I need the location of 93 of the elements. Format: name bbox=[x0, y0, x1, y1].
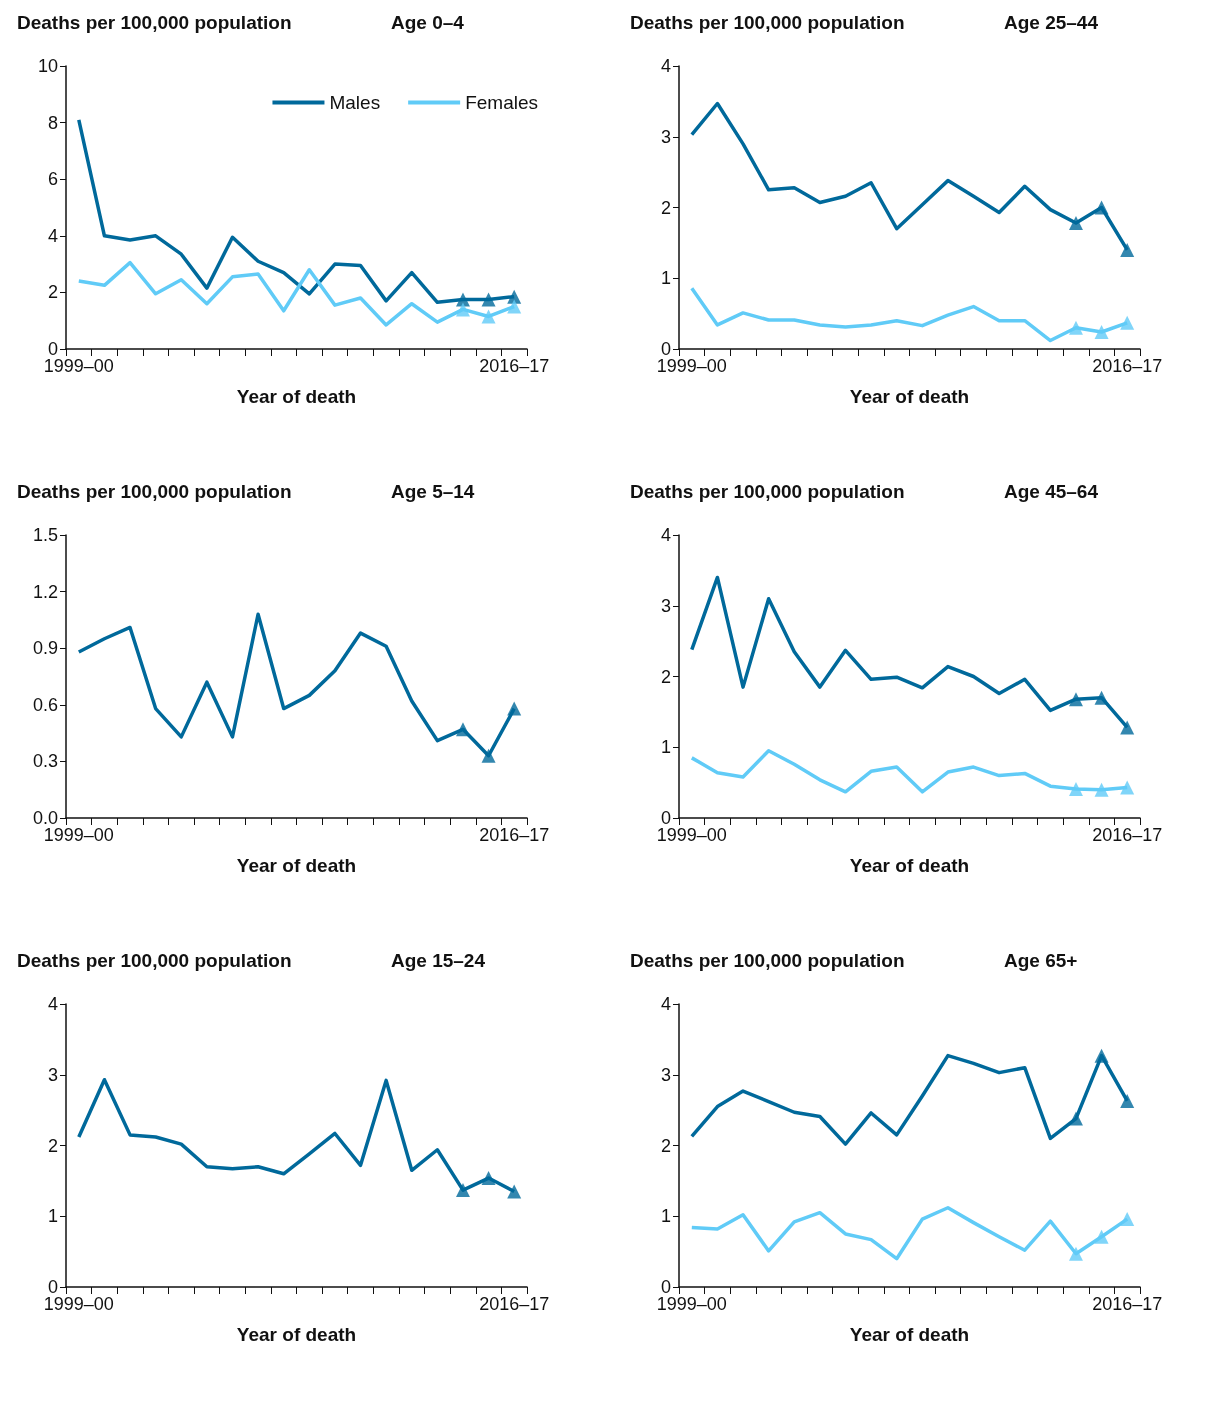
point bbox=[1120, 720, 1135, 735]
y-tick-label: 3 bbox=[47, 1064, 58, 1085]
x-tick-label: 2016–17 bbox=[479, 825, 550, 845]
x-axis-title: Year of death bbox=[236, 386, 357, 407]
y-tick-label: 0 bbox=[47, 339, 58, 359]
y-tick-label: 1.2 bbox=[32, 581, 58, 602]
x-tick-label: 2016–17 bbox=[479, 1294, 550, 1314]
chart-title: Age 65+ bbox=[1004, 950, 1078, 971]
y-tick-label: 4 bbox=[660, 994, 671, 1014]
x-tick-label: 1999–00 bbox=[43, 1294, 114, 1314]
y-tick-label: 0 bbox=[660, 1277, 671, 1297]
point bbox=[1120, 1093, 1135, 1108]
y-tick-label: 0.0 bbox=[32, 808, 58, 828]
point bbox=[1094, 325, 1109, 340]
x-axis-title: Year of death bbox=[849, 855, 970, 876]
x-axis-title: Year of death bbox=[849, 1324, 970, 1345]
y-tick-label: 0.6 bbox=[32, 694, 58, 715]
y-tick-label: 2 bbox=[660, 197, 671, 218]
x-axis-title: Year of death bbox=[849, 386, 970, 407]
y-axis-title: Deaths per 100,000 population bbox=[17, 12, 292, 33]
point bbox=[1094, 200, 1109, 215]
point bbox=[1120, 315, 1135, 330]
x-tick-label: 2016–17 bbox=[479, 356, 550, 376]
point bbox=[481, 748, 496, 763]
y-axis-title: Deaths per 100,000 population bbox=[17, 481, 292, 502]
x-axis-title: Year of death bbox=[236, 1324, 357, 1345]
y-axis-title: Deaths per 100,000 population bbox=[17, 950, 292, 971]
point bbox=[1068, 216, 1083, 231]
point bbox=[481, 292, 496, 307]
y-tick-label: 4 bbox=[660, 56, 671, 76]
x-tick-label: 1999–00 bbox=[656, 825, 727, 845]
point bbox=[1068, 781, 1083, 796]
point bbox=[1094, 782, 1109, 797]
x-axis-title: Year of death bbox=[236, 855, 357, 876]
x-tick-label: 1999–00 bbox=[656, 1294, 727, 1314]
y-tick-label: 2 bbox=[660, 1135, 671, 1156]
point bbox=[1120, 780, 1135, 795]
chart-title: Age 45–64 bbox=[1004, 481, 1099, 502]
point bbox=[507, 299, 522, 314]
y-tick-label: 3 bbox=[660, 126, 671, 147]
y-tick-label: 4 bbox=[47, 225, 58, 246]
point bbox=[1068, 692, 1083, 707]
legend-label: Females bbox=[465, 92, 538, 113]
x-tick-label: 1999–00 bbox=[43, 356, 114, 376]
point bbox=[481, 1171, 496, 1186]
y-tick-label: 2 bbox=[660, 666, 671, 687]
point bbox=[455, 1183, 470, 1198]
point bbox=[1068, 1246, 1083, 1261]
x-tick-label: 2016–17 bbox=[1092, 356, 1163, 376]
y-tick-label: 4 bbox=[47, 994, 58, 1014]
point bbox=[1094, 1048, 1109, 1063]
y-tick-label: 3 bbox=[660, 1064, 671, 1085]
point bbox=[1068, 320, 1083, 335]
point bbox=[455, 722, 470, 737]
chart-title: Age 5–14 bbox=[391, 481, 475, 502]
y-tick-label: 2 bbox=[47, 282, 58, 303]
point bbox=[1120, 242, 1135, 257]
point bbox=[507, 1184, 522, 1199]
y-tick-label: 8 bbox=[47, 112, 58, 133]
chart-title: Age 0–4 bbox=[391, 12, 465, 33]
point bbox=[481, 309, 496, 324]
y-tick-label: 6 bbox=[47, 169, 58, 190]
point bbox=[1068, 1111, 1083, 1126]
point bbox=[507, 701, 522, 716]
y-tick-label: 0 bbox=[660, 808, 671, 828]
y-tick-label: 0 bbox=[660, 339, 671, 359]
x-tick-label: 2016–17 bbox=[1092, 1294, 1163, 1314]
y-axis-title: Deaths per 100,000 population bbox=[630, 950, 905, 971]
chart-title: Age 15–24 bbox=[391, 950, 486, 971]
point bbox=[507, 289, 522, 304]
point bbox=[1094, 690, 1109, 705]
x-tick-label: 2016–17 bbox=[1092, 825, 1163, 845]
y-tick-label: 2 bbox=[47, 1135, 58, 1156]
y-axis-title: Deaths per 100,000 population bbox=[630, 12, 905, 33]
y-tick-label: 0.9 bbox=[32, 638, 58, 659]
y-tick-label: 0 bbox=[47, 1277, 58, 1297]
y-tick-label: 3 bbox=[660, 595, 671, 616]
y-tick-label: 1 bbox=[660, 268, 671, 289]
y-tick-label: 10 bbox=[37, 56, 58, 76]
x-tick-label: 1999–00 bbox=[43, 825, 114, 845]
y-axis-title: Deaths per 100,000 population bbox=[630, 481, 905, 502]
y-tick-label: 1.5 bbox=[32, 525, 58, 545]
y-tick-label: 4 bbox=[660, 525, 671, 545]
y-tick-label: 0.3 bbox=[32, 751, 58, 772]
y-tick-label: 1 bbox=[660, 1206, 671, 1227]
point bbox=[455, 302, 470, 317]
point bbox=[1094, 1229, 1109, 1244]
chart-title: Age 25–44 bbox=[1004, 12, 1099, 33]
legend-label: Males bbox=[329, 92, 381, 113]
x-tick-label: 1999–00 bbox=[656, 356, 727, 376]
y-tick-label: 1 bbox=[47, 1206, 58, 1227]
y-tick-label: 1 bbox=[660, 737, 671, 758]
point bbox=[1120, 1212, 1135, 1227]
